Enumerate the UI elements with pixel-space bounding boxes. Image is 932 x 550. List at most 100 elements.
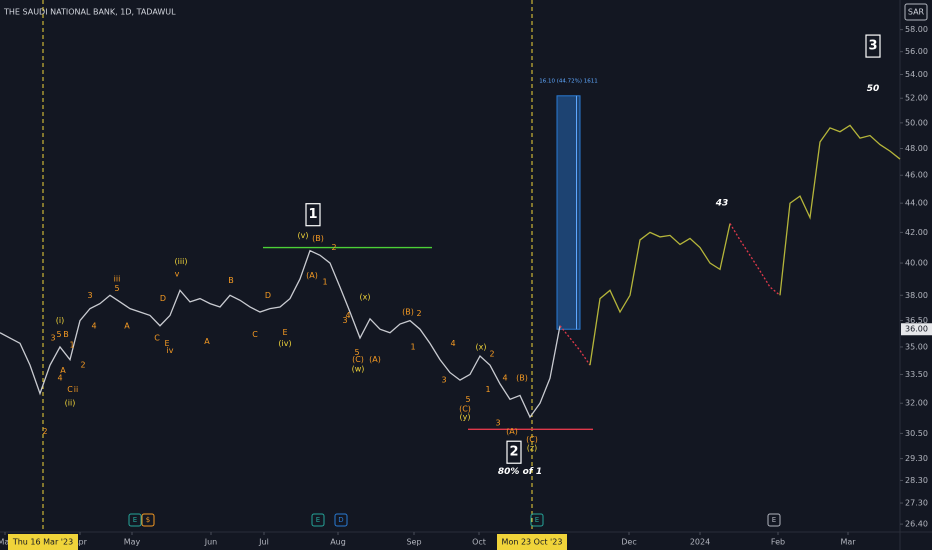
wave-label: ii: [74, 385, 78, 394]
wave-label: E: [282, 328, 287, 337]
wave-label: A: [204, 337, 210, 346]
wave-label: (A): [506, 427, 518, 436]
price-line: [589, 223, 731, 366]
wave-label: 2: [489, 350, 494, 359]
price-line: [729, 223, 781, 296]
wave-label: 3: [50, 334, 55, 343]
marker-label: Mon 23 Oct '23: [502, 538, 563, 547]
y-tick-label: 28.30: [905, 476, 928, 485]
wave-label: 4: [345, 311, 350, 320]
wave-label: (i): [56, 316, 64, 325]
marker-label-bg: [8, 534, 78, 550]
x-tick-label: Jun: [204, 538, 218, 547]
event-icon: [334, 513, 348, 527]
wave-label: 3: [441, 376, 446, 385]
marker-label: Thu 16 Mar '23: [12, 538, 73, 547]
chart-title: THE SAUDI NATIONAL BANK, 1D, TADAWUL: [3, 8, 176, 17]
y-tick-label: 42.00: [905, 228, 928, 237]
wave-label: v: [175, 270, 180, 279]
wave-label: B: [63, 330, 69, 339]
wave-label: (A): [369, 355, 381, 364]
wave-label: 5: [56, 330, 61, 339]
measure-box: [556, 95, 581, 330]
event-icon: [141, 513, 155, 527]
measure-label: 16.10 (44.72%) 1611: [539, 78, 598, 84]
wave-label: 1: [69, 341, 74, 350]
y-tick-label: 56.00: [905, 47, 928, 56]
x-tick-label: Apr: [73, 538, 88, 547]
wave-label: 3: [342, 316, 347, 325]
wave-label-major: 3: [868, 39, 877, 54]
wave-label: C: [252, 330, 258, 339]
x-tick-label: 2024: [690, 538, 710, 547]
event-label: D: [338, 516, 343, 524]
y-tick-label: 48.00: [905, 144, 928, 153]
wave-label: C: [67, 385, 73, 394]
y-tick-label: 33.50: [905, 370, 928, 379]
event-label: $: [146, 516, 150, 524]
y-tick-label: 44.00: [905, 199, 928, 208]
wave-label: 5: [354, 348, 359, 357]
y-tick-label: 40.00: [905, 259, 928, 268]
x-tick-label: Mar: [0, 538, 13, 547]
wave-label: (x): [476, 342, 487, 351]
wave-label: (y): [460, 413, 471, 422]
event-label: E: [316, 516, 320, 524]
y-tick-label: 38.00: [905, 291, 928, 300]
wave-label: 4: [450, 339, 455, 348]
y-tick-label: 32.00: [905, 399, 928, 408]
wave-label: 3: [495, 419, 500, 428]
wave-label: C: [154, 334, 160, 343]
y-tick-label: 58.00: [905, 25, 928, 34]
wave-label: 2: [42, 427, 47, 436]
y-tick-label: 27.30: [905, 499, 928, 508]
event-icon: [311, 513, 325, 527]
event-icon: [767, 513, 781, 527]
wave-label: 1: [322, 278, 327, 287]
wave-label: 2: [80, 361, 85, 370]
wave-label-major: 2: [509, 445, 518, 460]
x-tick-label: Aug: [330, 538, 346, 547]
wave-label-major: 1: [308, 207, 317, 222]
y-tick-label: 35.00: [905, 342, 928, 351]
wave-label: A: [60, 366, 66, 375]
last-price-bg: [901, 323, 932, 336]
event-label: E: [772, 516, 776, 524]
x-tick-label: Oct: [472, 538, 486, 547]
wave-label: (C): [352, 355, 364, 364]
wave-label: (C): [459, 405, 471, 414]
y-tick-label: 26.40: [905, 520, 928, 529]
wave-label: 50: [867, 84, 880, 94]
wave-label: (iv): [278, 339, 291, 348]
price-line: [0, 249, 561, 419]
event-icon: [530, 513, 544, 527]
wave-label: (C): [526, 435, 538, 444]
y-tick-label: 30.50: [905, 429, 928, 438]
wave-label: 4: [502, 374, 507, 383]
wave-box: [305, 203, 321, 227]
wave-label: E: [164, 339, 169, 348]
wave-label: (B): [402, 308, 414, 317]
wave-label: 3: [87, 291, 92, 300]
y-tick-label: 29.30: [905, 454, 928, 463]
wave-label: 43: [715, 199, 729, 209]
wave-label: 5: [465, 395, 470, 404]
wave-label: (ii): [65, 399, 76, 408]
y-tick-label: 50.00: [905, 118, 928, 127]
wave-box: [865, 34, 881, 58]
wave-label: (w): [352, 364, 365, 373]
wave-box: [506, 440, 522, 464]
event-label: E: [133, 516, 137, 524]
currency-box: [904, 3, 928, 21]
wave-label: (iii): [175, 257, 188, 266]
wave-label: B: [228, 276, 234, 285]
wave-label: 5: [114, 284, 119, 293]
wave-label: iv: [167, 346, 174, 355]
wave-label: (B): [516, 374, 528, 383]
wave-label: 80% of 1: [498, 467, 542, 477]
y-tick-label: 54.00: [905, 70, 928, 79]
last-price-label: 36.00: [905, 325, 928, 334]
wave-label: (x): [360, 292, 371, 301]
